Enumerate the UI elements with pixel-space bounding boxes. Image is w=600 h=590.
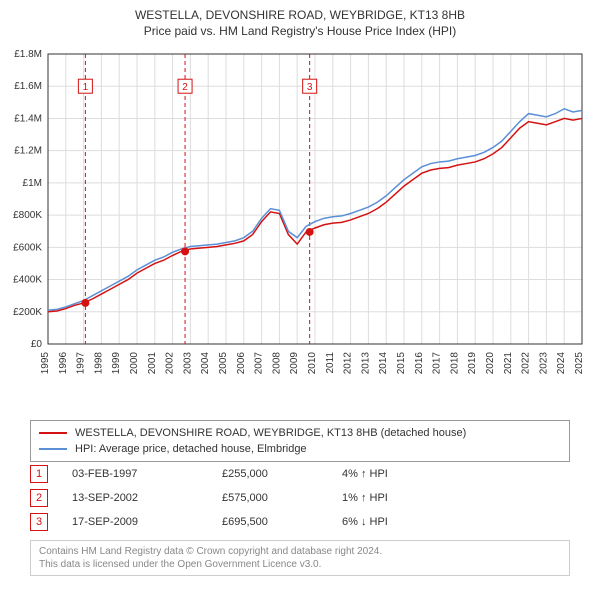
chart-svg: £0£200K£400K£600K£800K£1M£1.2M£1.4M£1.6M… [48, 50, 588, 390]
legend-row-property: WESTELLA, DEVONSHIRE ROAD, WEYBRIDGE, KT… [39, 425, 561, 441]
svg-text:£1.4M: £1.4M [14, 113, 42, 124]
svg-text:2015: 2015 [396, 352, 407, 375]
annotation-date-2: 13-SEP-2002 [72, 492, 222, 504]
svg-text:£1M: £1M [23, 178, 42, 189]
annotation-price-1: £255,000 [222, 468, 342, 480]
svg-text:2006: 2006 [236, 352, 247, 375]
title-main: WESTELLA, DEVONSHIRE ROAD, WEYBRIDGE, KT… [0, 8, 600, 22]
svg-text:2019: 2019 [467, 352, 478, 375]
svg-text:1998: 1998 [93, 352, 104, 375]
legend-label-hpi: HPI: Average price, detached house, Elmb… [75, 443, 307, 455]
footer-line-2: This data is licensed under the Open Gov… [39, 558, 561, 571]
legend-swatch-hpi [39, 448, 67, 450]
svg-text:2003: 2003 [182, 352, 193, 375]
annotation-delta-3: 6% ↓ HPI [342, 516, 570, 528]
svg-text:2023: 2023 [538, 352, 549, 375]
svg-text:2007: 2007 [254, 352, 265, 375]
legend-row-hpi: HPI: Average price, detached house, Elmb… [39, 441, 561, 457]
annotation-badge-1: 1 [30, 465, 48, 483]
svg-text:£1.8M: £1.8M [14, 49, 42, 60]
svg-text:2016: 2016 [414, 352, 425, 375]
svg-text:2005: 2005 [218, 352, 229, 375]
svg-text:£200K: £200K [13, 307, 42, 318]
svg-text:2004: 2004 [200, 352, 211, 375]
svg-text:£1.2M: £1.2M [14, 146, 42, 157]
svg-text:2012: 2012 [343, 352, 354, 375]
title-sub: Price paid vs. HM Land Registry's House … [0, 24, 600, 38]
annotation-delta-1: 4% ↑ HPI [342, 468, 570, 480]
annotation-table: 1 03-FEB-1997 £255,000 4% ↑ HPI 2 13-SEP… [30, 462, 570, 534]
svg-text:2009: 2009 [289, 352, 300, 375]
chart-container: WESTELLA, DEVONSHIRE ROAD, WEYBRIDGE, KT… [0, 0, 600, 590]
svg-text:2020: 2020 [485, 352, 496, 375]
svg-text:2002: 2002 [165, 352, 176, 375]
annotation-date-3: 17-SEP-2009 [72, 516, 222, 528]
svg-text:3: 3 [307, 82, 313, 93]
svg-text:2011: 2011 [325, 352, 336, 374]
svg-text:2001: 2001 [147, 352, 158, 375]
svg-text:£400K: £400K [13, 275, 42, 286]
svg-text:2018: 2018 [449, 352, 460, 375]
footer: Contains HM Land Registry data © Crown c… [30, 540, 570, 576]
annotation-date-1: 03-FEB-1997 [72, 468, 222, 480]
svg-text:1: 1 [83, 82, 89, 93]
annotation-price-3: £695,500 [222, 516, 342, 528]
annotation-row-3: 3 17-SEP-2009 £695,500 6% ↓ HPI [30, 510, 570, 534]
annotation-badge-2: 2 [30, 489, 48, 507]
annotation-badge-3: 3 [30, 513, 48, 531]
svg-text:£600K: £600K [13, 242, 42, 253]
svg-text:2022: 2022 [521, 352, 532, 375]
annotation-price-2: £575,000 [222, 492, 342, 504]
svg-text:2013: 2013 [360, 352, 371, 375]
svg-text:2: 2 [182, 82, 188, 93]
legend-swatch-property [39, 432, 67, 434]
title-block: WESTELLA, DEVONSHIRE ROAD, WEYBRIDGE, KT… [0, 0, 600, 38]
svg-text:1999: 1999 [111, 352, 122, 375]
footer-line-1: Contains HM Land Registry data © Crown c… [39, 545, 561, 558]
annotation-delta-2: 1% ↑ HPI [342, 492, 570, 504]
svg-text:2014: 2014 [378, 352, 389, 375]
legend-box: WESTELLA, DEVONSHIRE ROAD, WEYBRIDGE, KT… [30, 420, 570, 462]
svg-text:2017: 2017 [432, 352, 443, 375]
svg-text:1997: 1997 [76, 352, 87, 375]
annotation-row-1: 1 03-FEB-1997 £255,000 4% ↑ HPI [30, 462, 570, 486]
annotation-row-2: 2 13-SEP-2002 £575,000 1% ↑ HPI [30, 486, 570, 510]
svg-text:£0: £0 [31, 339, 43, 350]
svg-text:2010: 2010 [307, 352, 318, 375]
svg-text:2008: 2008 [271, 352, 282, 375]
svg-text:2024: 2024 [556, 352, 567, 375]
svg-text:£800K: £800K [13, 210, 42, 221]
svg-text:1995: 1995 [40, 352, 51, 375]
svg-text:2025: 2025 [574, 352, 585, 375]
svg-text:2021: 2021 [503, 352, 514, 375]
svg-text:£1.6M: £1.6M [14, 81, 42, 92]
svg-text:1996: 1996 [58, 352, 69, 375]
svg-text:2000: 2000 [129, 352, 140, 375]
legend-label-property: WESTELLA, DEVONSHIRE ROAD, WEYBRIDGE, KT… [75, 427, 466, 439]
